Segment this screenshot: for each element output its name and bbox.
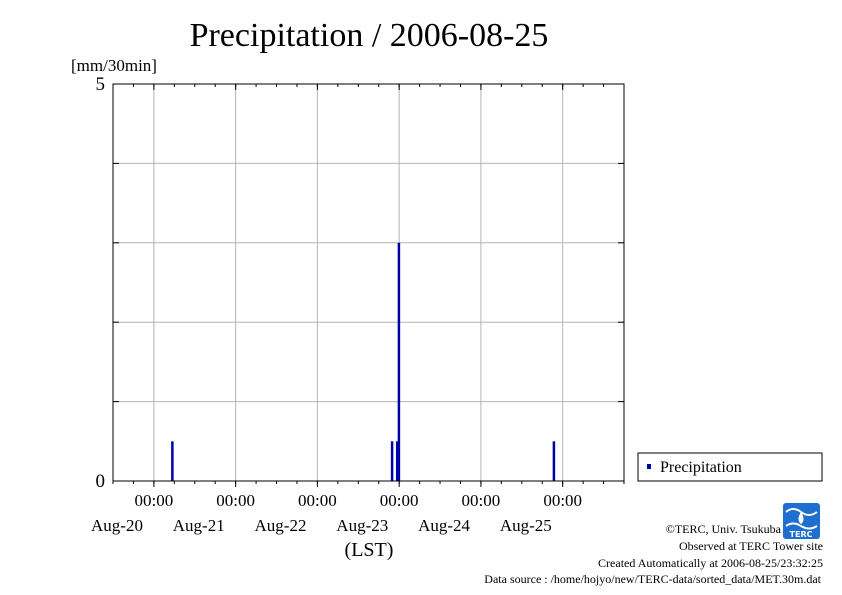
x-tick-day-label: Aug-23: [336, 516, 388, 535]
copyright-note: ©TERC, Univ. Tsukuba: [666, 522, 782, 536]
y-axis-label: [mm/30min]: [71, 56, 157, 75]
x-tick-day-label: Aug-20: [91, 516, 143, 535]
x-tick-time-label: 00:00: [135, 491, 174, 510]
legend-label: Precipitation: [660, 459, 742, 476]
logo-drop-icon: [798, 512, 804, 524]
legend: Precipitation: [637, 452, 823, 482]
x-tick-day-label: Aug-24: [418, 516, 470, 535]
x-tick-day-label: Aug-25: [500, 516, 552, 535]
legend-box: [637, 452, 823, 482]
y-tick-label: 5: [96, 74, 106, 95]
x-tick-day-label: Aug-22: [255, 516, 307, 535]
x-tick-time-label: 00:00: [216, 491, 255, 510]
x-tick-time-label: 00:00: [298, 491, 337, 510]
created-note: Created Automatically at 2006-08-25/23:3…: [598, 556, 823, 570]
grid-lines: [113, 84, 624, 481]
precipitation-bar: [552, 441, 556, 481]
legend-swatch: [647, 464, 651, 469]
tick-marks: [112, 83, 625, 487]
precipitation-bar: [397, 242, 401, 481]
precipitation-bar: [395, 441, 399, 481]
terc-logo: TERC: [783, 503, 820, 539]
logo-text: TERC: [790, 530, 813, 539]
x-axis-label: (LST): [345, 539, 394, 561]
x-tick-time-label: 00:00: [543, 491, 582, 510]
x-tick-time-label: 00:00: [380, 491, 419, 510]
y-tick-label: 0: [96, 471, 106, 492]
precipitation-bar: [171, 441, 174, 481]
precipitation-bar: [390, 441, 394, 481]
bars-layer: [171, 242, 556, 481]
plot-frame: [112, 83, 625, 482]
data-source-note: Data source : /home/hojyo/new/TERC-data/…: [484, 572, 821, 586]
x-tick-day-label: Aug-21: [173, 516, 225, 535]
observed-note: Observed at TERC Tower site: [679, 539, 823, 553]
x-tick-time-label: 00:00: [462, 491, 501, 510]
chart-title: Precipitation / 2006-08-25: [190, 17, 549, 54]
logo-wave2-icon: [785, 522, 818, 530]
tick-labels: 00:00Aug-2000:00Aug-2100:00Aug-2200:00Au…: [91, 74, 582, 535]
